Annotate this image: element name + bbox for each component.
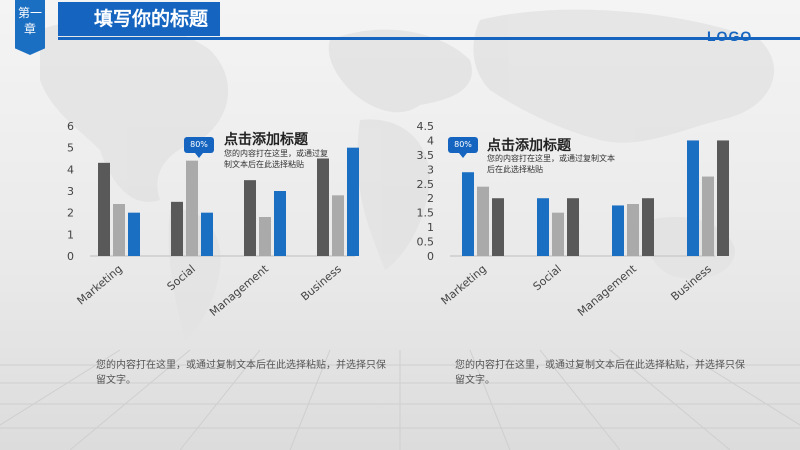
callout-title-left: 点击添加标题 — [224, 132, 308, 148]
bar-marketing-2 — [113, 204, 125, 256]
y-tick-label: 3.5 — [417, 149, 435, 162]
x-tick-label: Business — [668, 262, 714, 303]
y-tick-label: 5 — [67, 142, 74, 155]
bar-social-1 — [171, 201, 183, 256]
callout-title-right: 点击添加标题 — [487, 138, 571, 154]
bar-social-3 — [567, 198, 579, 256]
x-tick-label: Management — [575, 262, 639, 319]
x-tick-label: Management — [207, 262, 271, 319]
bar-chart-left: 0 1 2 3 4 5 6 Marketing Social Management Business — [67, 120, 359, 319]
y-tick-label: 0 — [427, 250, 434, 263]
callout-body-right: 您的内容打在这里，或通过复制文本后在此选择粘贴 — [487, 154, 615, 174]
y-tick-label: 3 — [67, 185, 74, 198]
chapter-label: 第一章 — [17, 6, 42, 36]
percent-badge-left: 80% — [184, 137, 214, 158]
y-tick-label: 1 — [67, 228, 74, 241]
x-tick-label: Marketing — [75, 262, 125, 307]
y-tick-label: 1 — [427, 221, 434, 234]
y-tick-label: 1.5 — [417, 207, 435, 220]
bar-social-3 — [201, 212, 213, 256]
logo: LOGO — [707, 28, 753, 44]
x-tick-label: Social — [165, 262, 198, 293]
y-tick-label: 0 — [67, 250, 74, 263]
x-tick-label: Social — [531, 262, 564, 293]
bar-chart-right: 00.5 11.5 22.5 33.5 44.5 Marketing Social Manag… — [417, 120, 729, 319]
bar-management-3 — [274, 191, 286, 256]
description-right: 您的内容打在这里，或通过复制文本后在此选择粘贴，并选择只保留文字。 — [455, 360, 745, 386]
bar-marketing-2 — [477, 186, 489, 256]
bar-management-1 — [244, 180, 256, 256]
x-tick-label: Business — [298, 262, 344, 303]
bar-social-2 — [186, 160, 198, 256]
bar-management-2 — [259, 217, 271, 256]
bar-marketing-3 — [492, 198, 504, 256]
y-tick-label: 2 — [67, 207, 74, 220]
y-tick-label: 2 — [427, 192, 434, 205]
x-tick-label: Marketing — [439, 262, 489, 307]
bar-management-1 — [612, 205, 624, 256]
bar-business-2 — [332, 195, 344, 256]
bar-social-1 — [537, 198, 549, 256]
bar-business-1 — [317, 158, 329, 256]
bar-marketing-1 — [98, 162, 110, 256]
bar-business-2 — [702, 176, 714, 256]
bar-business-3 — [717, 140, 729, 256]
callout-body-left: 您的内容打在这里，或通过复制文本后在此选择粘贴 — [224, 149, 328, 169]
y-tick-label: 6 — [67, 120, 74, 133]
header-divider — [58, 37, 800, 40]
y-tick-label: 4 — [67, 163, 74, 176]
percent-badge-right: 80% — [448, 137, 478, 158]
chapter-tab: 第一章 — [15, 0, 45, 55]
bar-business-3 — [347, 147, 359, 256]
y-tick-label: 4.5 — [417, 120, 435, 133]
description-left: 您的内容打在这里，或通过复制文本后在此选择粘贴，并选择只保留文字。 — [96, 360, 386, 386]
page-title: 填写你的标题 — [58, 2, 220, 36]
bar-management-2 — [627, 204, 639, 256]
bar-marketing-3 — [128, 212, 140, 256]
y-tick-label: 4 — [427, 134, 434, 147]
y-tick-label: 0.5 — [417, 236, 435, 249]
bar-marketing-1 — [462, 172, 474, 256]
bar-business-1 — [687, 140, 699, 256]
bar-management-3 — [642, 198, 654, 256]
bar-social-2 — [552, 212, 564, 256]
y-tick-label: 2.5 — [417, 178, 435, 191]
y-tick-label: 3 — [427, 163, 434, 176]
